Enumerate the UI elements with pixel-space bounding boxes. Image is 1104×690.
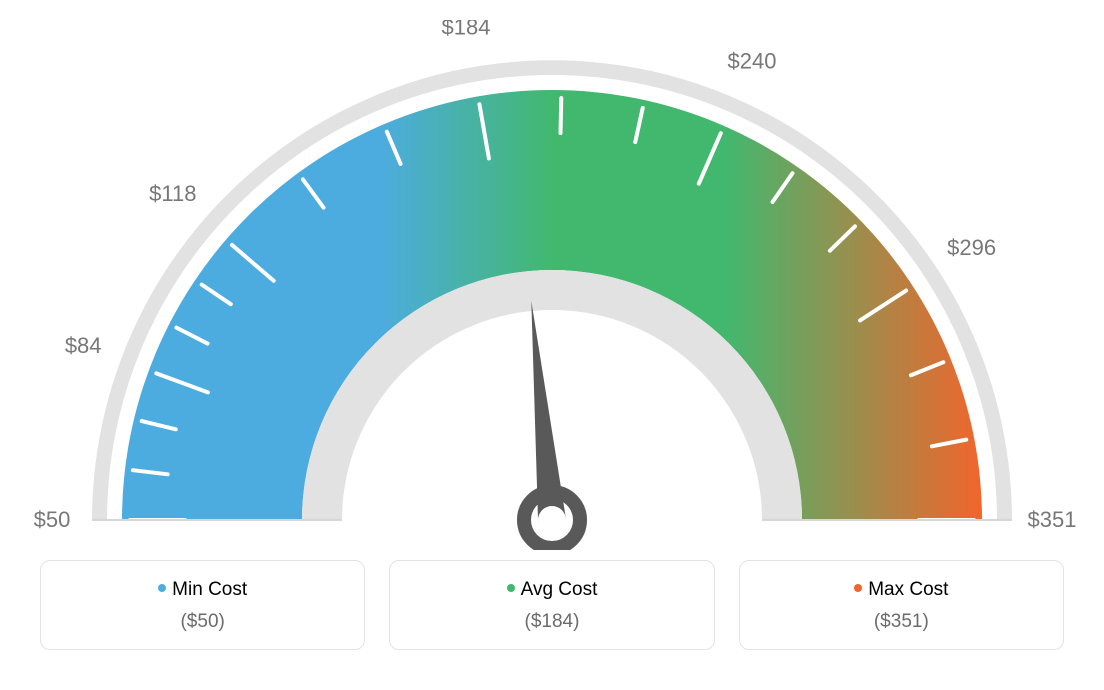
- legend-min-value: ($50): [51, 611, 354, 633]
- svg-text:$296: $296: [947, 235, 996, 260]
- gauge-svg: $50 $84 $118 $184 $240 $296 $351: [20, 20, 1084, 550]
- legend-avg-title: Avg Cost: [400, 579, 703, 601]
- legend-row: Min Cost ($50) Avg Cost ($184) Max Cost …: [20, 560, 1084, 650]
- legend-max-value: ($351): [750, 611, 1053, 633]
- gauge-chart: $50 $84 $118 $184 $240 $296 $351: [20, 20, 1084, 550]
- svg-text:$50: $50: [34, 507, 71, 532]
- legend-card-min: Min Cost ($50): [40, 560, 365, 650]
- legend-min-title: Min Cost: [51, 579, 354, 601]
- legend-avg-label: Avg Cost: [521, 579, 598, 600]
- legend-max-title: Max Cost: [750, 579, 1053, 601]
- svg-text:$118: $118: [149, 181, 196, 206]
- svg-text:$84: $84: [65, 333, 102, 358]
- legend-min-label: Min Cost: [172, 579, 247, 600]
- dot-icon: [854, 584, 862, 592]
- legend-max-label: Max Cost: [868, 579, 948, 600]
- dot-icon: [158, 584, 166, 592]
- svg-text:$240: $240: [728, 49, 777, 74]
- legend-avg-value: ($184): [400, 611, 703, 633]
- svg-text:$351: $351: [1028, 507, 1077, 532]
- legend-card-max: Max Cost ($351): [739, 560, 1064, 650]
- dot-icon: [507, 584, 515, 592]
- svg-text:$184: $184: [442, 20, 491, 39]
- legend-card-avg: Avg Cost ($184): [389, 560, 714, 650]
